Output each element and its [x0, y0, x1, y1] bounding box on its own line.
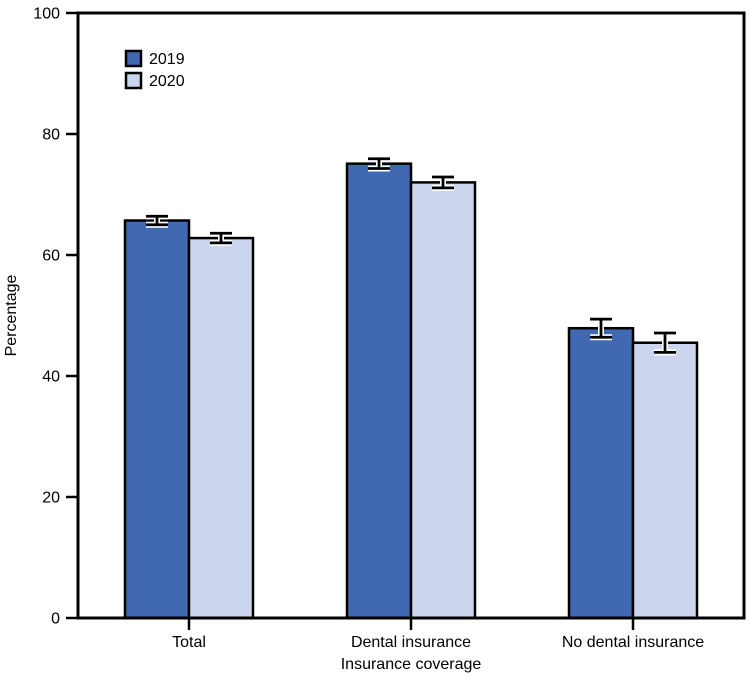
bar-2020-dental-insurance — [409, 181, 477, 620]
legend-swatch-2020 — [124, 71, 143, 90]
x-tick-label-no-dental-insurance: No dental insurance — [562, 634, 704, 651]
legend-label-2020: 2020 — [149, 73, 185, 90]
x-axis-title: Insurance coverage — [341, 656, 482, 673]
bar-2019-total — [123, 219, 191, 620]
y-tick-label-100: 100 — [33, 6, 60, 23]
y-tick-label-40: 40 — [42, 369, 60, 386]
x-tick-label-dental-insurance: Dental insurance — [351, 634, 471, 651]
y-tick-label-80: 80 — [42, 127, 60, 144]
y-tick-label-0: 0 — [51, 611, 60, 628]
bar-2020-total — [187, 236, 255, 620]
y-axis-title: Percentage — [3, 274, 20, 356]
bar-2019-no-dental-insurance — [567, 326, 635, 620]
y-tick-label-60: 60 — [42, 248, 60, 265]
bar-2020-no-dental-insurance — [631, 341, 699, 620]
y-tick-label-20: 20 — [42, 490, 60, 507]
bar-2019-dental-insurance — [345, 162, 413, 620]
legend-label-2019: 2019 — [149, 51, 185, 68]
legend-swatch-2019 — [124, 49, 143, 68]
x-tick-label-total: Total — [172, 634, 206, 651]
